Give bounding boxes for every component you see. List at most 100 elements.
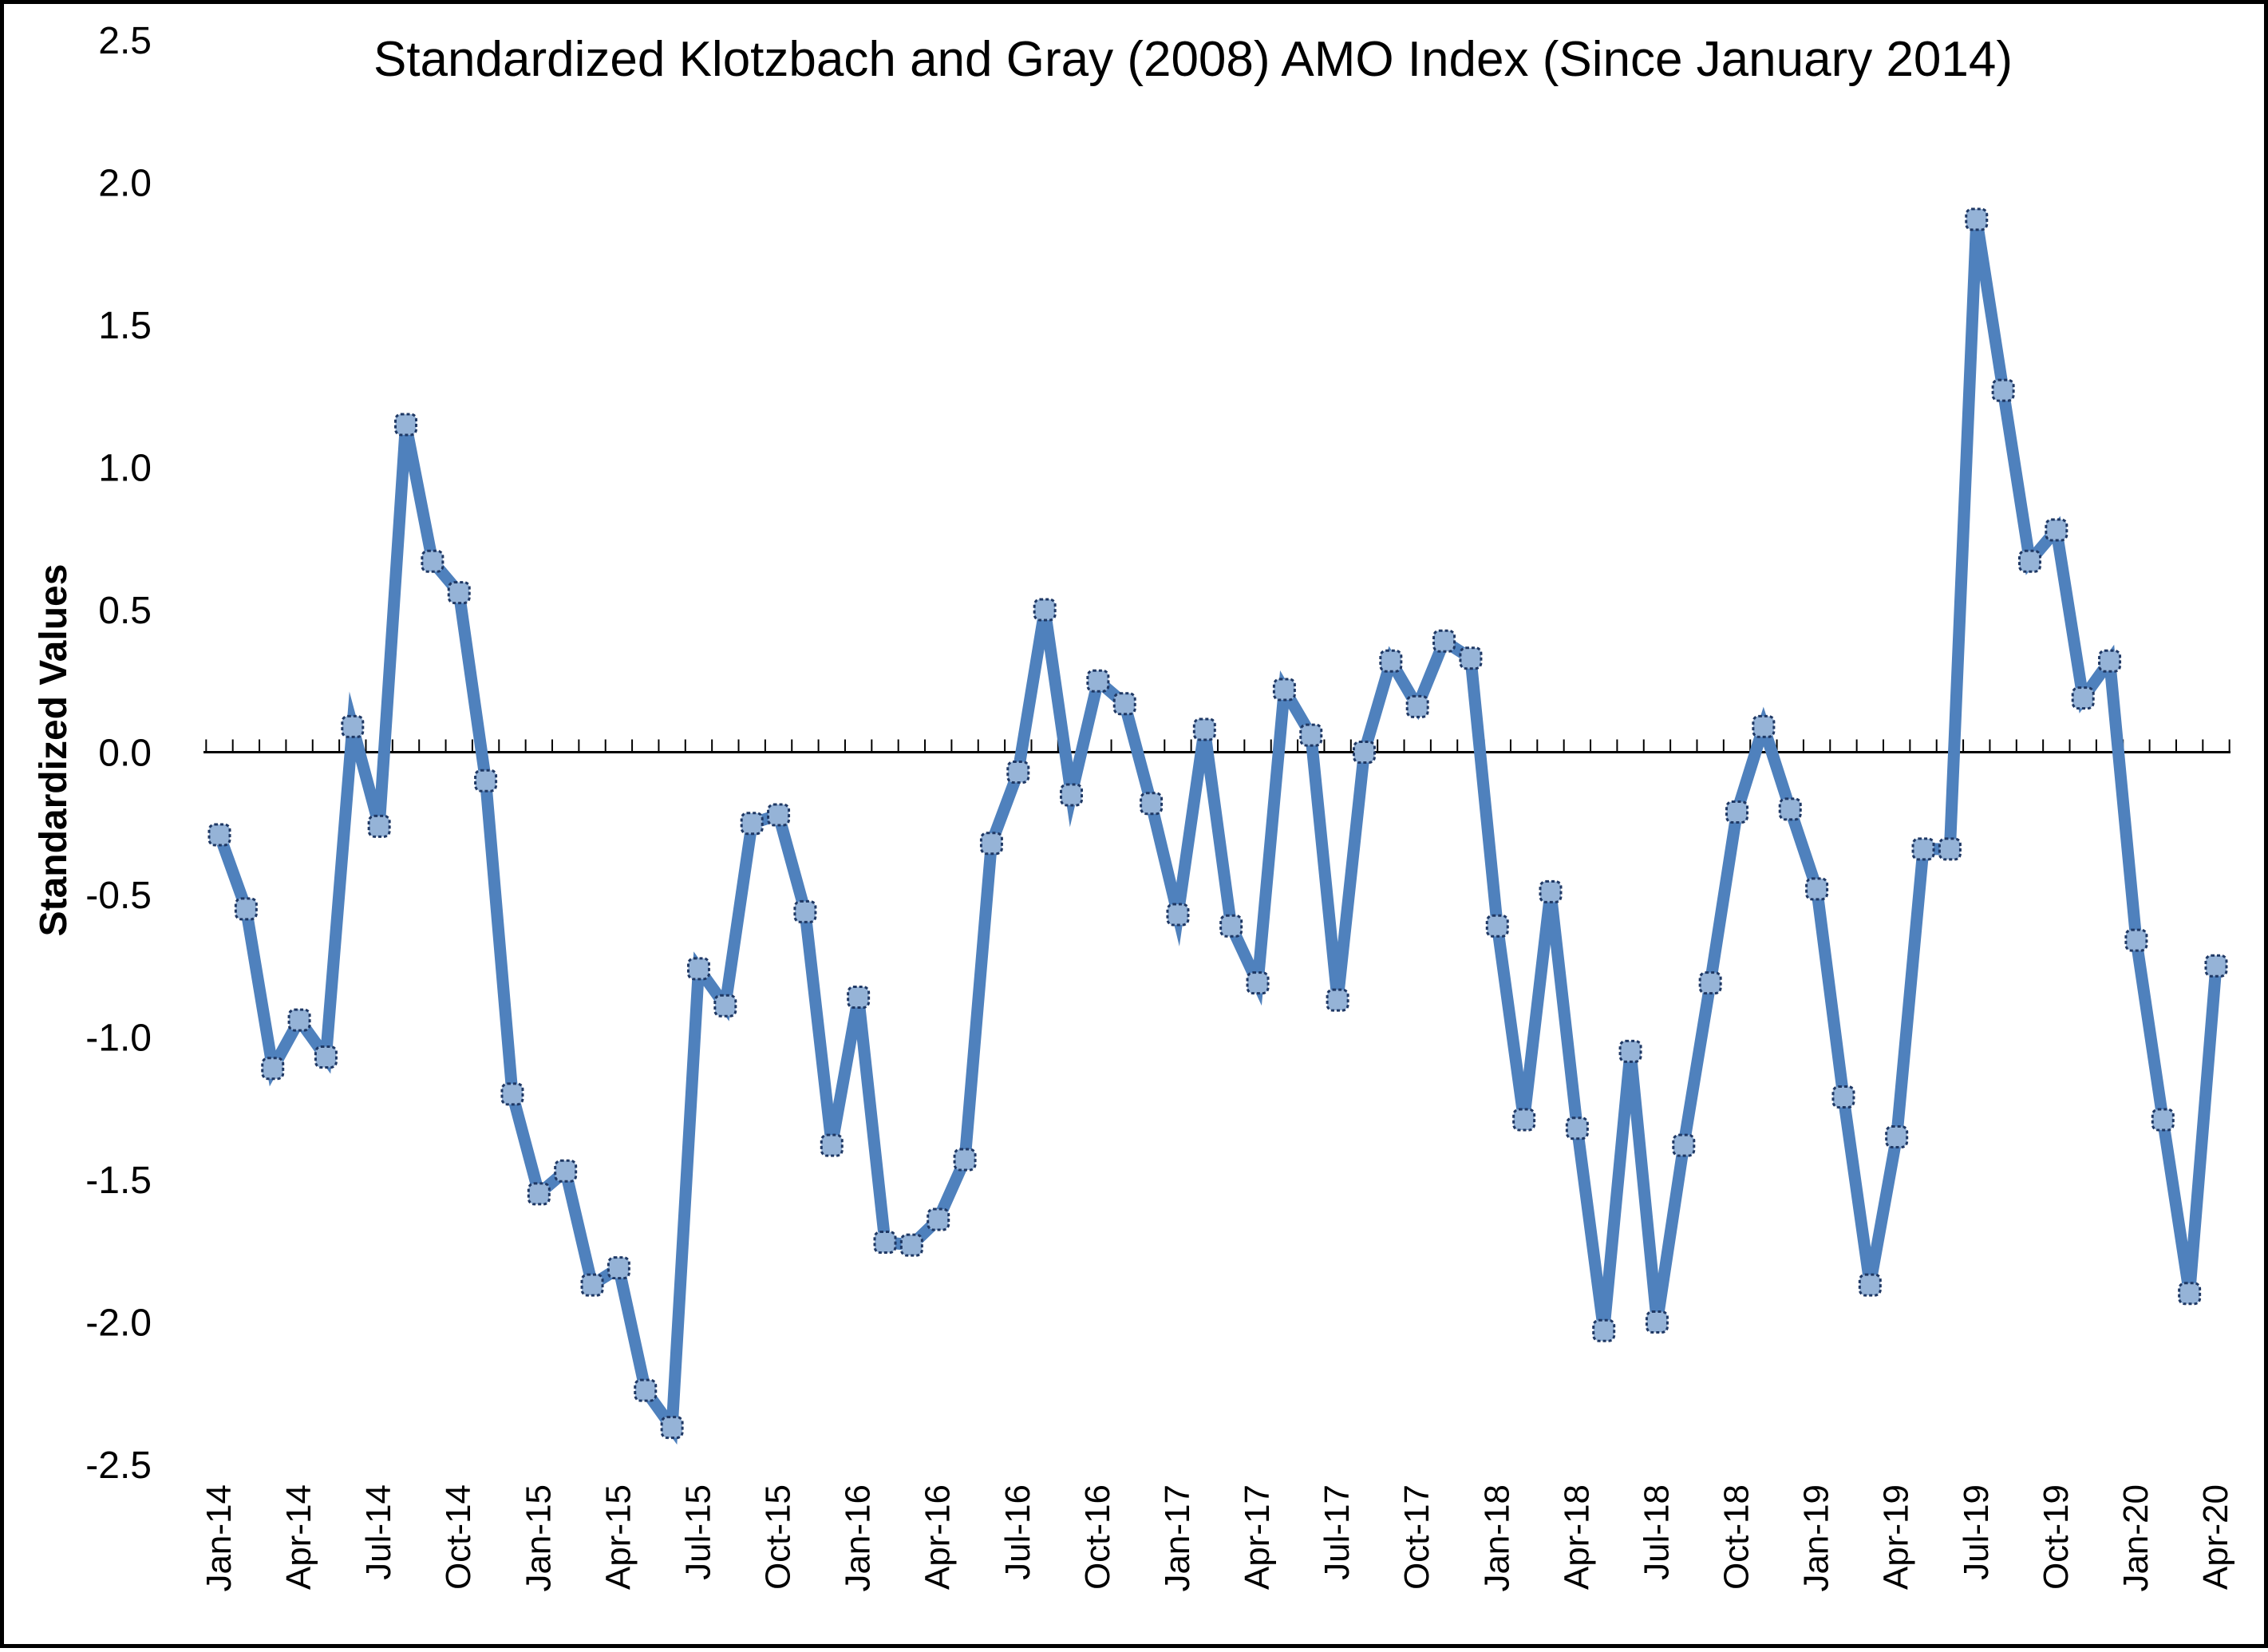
data-point [793, 899, 817, 923]
data-point [1326, 988, 1349, 1012]
data-point [1219, 914, 1243, 938]
data-point [1246, 971, 1270, 995]
data-point [1432, 629, 1456, 653]
data-point [1592, 1318, 1616, 1342]
data-point [1405, 694, 1429, 718]
data-point [341, 714, 365, 738]
data-point [421, 549, 445, 573]
x-tick-label: Jul-18 [1637, 1484, 1676, 1580]
y-tick-label: 1.5 [98, 305, 152, 347]
y-tick-label: -1.0 [85, 1018, 152, 1060]
data-point [1140, 792, 1164, 816]
x-tick-label: Oct-19 [2037, 1484, 2076, 1590]
data-point [1539, 879, 1563, 903]
data-point [394, 413, 418, 437]
x-tick-label: Oct-17 [1397, 1484, 1436, 1590]
x-tick-label: Jan-15 [519, 1484, 558, 1592]
y-tick-label: -1.5 [85, 1160, 152, 1202]
y-axis-label: Standardized Values [33, 564, 75, 937]
data-point [1672, 1133, 1696, 1157]
x-tick-label: Oct-15 [759, 1484, 798, 1590]
data-point [527, 1182, 551, 1206]
data-point [660, 1416, 684, 1440]
data-point [2071, 686, 2095, 710]
y-tick-label: -2.5 [85, 1445, 152, 1487]
data-point [1565, 1116, 1589, 1140]
data-point [474, 769, 498, 792]
x-tick-label: Oct-18 [1717, 1484, 1756, 1590]
x-tick-label: Jul-15 [678, 1484, 717, 1580]
data-point [314, 1045, 338, 1069]
data-point [2178, 1282, 2202, 1306]
data-point [873, 1231, 897, 1255]
x-tick-label: Apr-20 [2196, 1484, 2235, 1590]
y-tick-label: 1.0 [98, 448, 152, 490]
x-tick-label: Apr-16 [919, 1484, 958, 1590]
data-point [1166, 903, 1190, 927]
data-point [686, 957, 710, 981]
data-point [713, 994, 737, 1018]
x-tick-label: Apr-17 [1238, 1484, 1277, 1590]
data-point [2204, 954, 2228, 978]
data-point [1060, 783, 1084, 807]
data-point [2017, 549, 2041, 573]
x-tick-label: Oct-16 [1078, 1484, 1117, 1590]
data-point [1885, 1124, 1909, 1148]
data-point [1938, 837, 1962, 861]
data-point [1086, 669, 1110, 693]
data-point [2124, 928, 2148, 952]
data-point [1698, 971, 1722, 995]
data-point [1645, 1310, 1669, 1334]
x-tick-label: Jul-17 [1318, 1484, 1357, 1580]
data-point [953, 1148, 977, 1172]
data-point [1299, 723, 1323, 747]
x-tick-label: Jan-14 [200, 1484, 239, 1592]
x-tick-label: Oct-14 [439, 1484, 478, 1590]
data-point [2151, 1108, 2175, 1132]
data-point [847, 986, 871, 1010]
data-point [1831, 1085, 1855, 1109]
data-point [261, 1057, 285, 1081]
data-point [1858, 1273, 1882, 1297]
data-point [207, 823, 231, 847]
x-tick-label: Apr-14 [279, 1484, 318, 1590]
data-point [740, 812, 764, 836]
data-point [234, 897, 258, 921]
x-tick-label: Jul-19 [1957, 1484, 1996, 1580]
data-point [820, 1133, 844, 1157]
data-point [447, 581, 471, 605]
data-point [1112, 692, 1136, 716]
data-point [1352, 741, 1376, 764]
y-tick-label: 0.0 [98, 733, 152, 775]
data-point [1911, 837, 1935, 861]
data-point [1033, 598, 1057, 622]
data-point [1752, 714, 1776, 738]
data-point [1192, 717, 1216, 741]
data-point [367, 814, 391, 838]
y-tick-label: 2.0 [98, 163, 152, 205]
x-axis [203, 739, 2230, 753]
x-tick-label: Apr-19 [1877, 1484, 1916, 1590]
x-tick-labels: Jan-14 Apr-14 Jul-14 Oct-14 Jan-15 Apr-15 Jul-… [200, 1484, 2235, 1592]
data-point [1991, 378, 2015, 402]
data-point [927, 1207, 950, 1231]
x-tick-label: Jan-17 [1158, 1484, 1197, 1592]
data-point [1272, 678, 1296, 702]
data-point [1379, 649, 1403, 673]
data-point [2098, 649, 2122, 673]
y-tick-label: -0.5 [85, 875, 152, 917]
y-tick-label: 2.5 [98, 20, 152, 62]
series-markers [207, 207, 2228, 1440]
chart-svg: Standardized Klotzbach and Gray (2008) A… [33, 20, 2235, 1592]
x-tick-label: Jul-14 [359, 1484, 398, 1580]
data-point [899, 1233, 923, 1257]
x-tick-label: Jan-20 [2116, 1484, 2155, 1592]
chart-title: Standardized Klotzbach and Gray (2008) A… [373, 32, 2013, 87]
data-point [1805, 877, 1829, 901]
data-point [634, 1378, 658, 1402]
x-tick-label: Jul-16 [998, 1484, 1037, 1580]
series-line [213, 218, 2223, 1445]
series-line-group [213, 218, 2223, 1445]
data-point [1778, 797, 1802, 821]
